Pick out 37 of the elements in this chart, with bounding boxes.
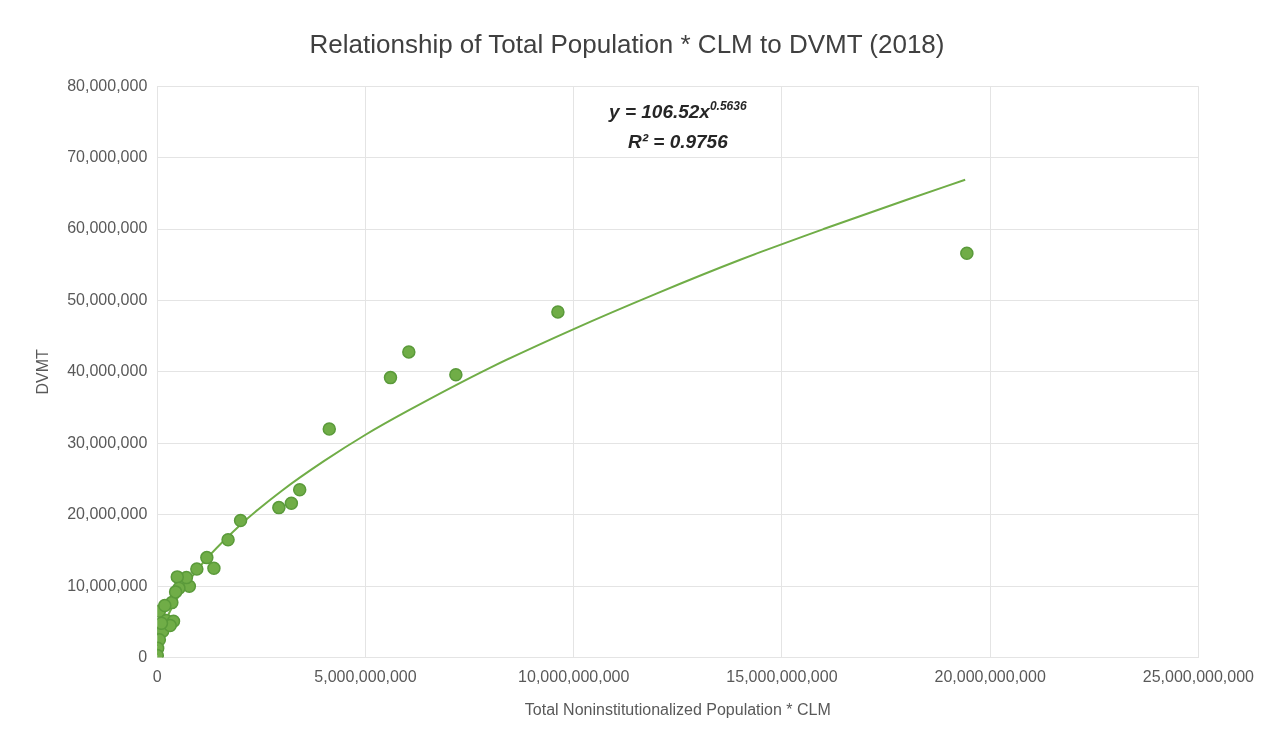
y-tick-label: 70,000,000: [67, 148, 148, 166]
y-tick-label: 80,000,000: [67, 76, 148, 94]
x-tick-label: 20,000,000,000: [934, 667, 1046, 685]
point: [292, 483, 307, 497]
x-axis-title: Total Noninstitutionalized Population * CLM: [524, 700, 831, 718]
y-tick-label: 30,000,000: [67, 433, 148, 451]
point: [402, 345, 416, 359]
annotation: R² = 0.9756: [627, 131, 729, 153]
point: [551, 305, 565, 319]
chart-title: Relationship of Total Population * CLM to DVMT (2018): [309, 28, 945, 59]
y-tick-label: 40,000,000: [67, 362, 148, 380]
y-tick-label: 0: [138, 648, 148, 666]
point: [322, 422, 337, 436]
x-tick-label: 15,000,000,000: [726, 667, 838, 685]
y-tick-label: 10,000,000: [67, 576, 148, 594]
y-tick-label: 60,000,000: [67, 219, 148, 237]
point: [221, 533, 235, 547]
point: [158, 598, 172, 613]
point: [233, 513, 248, 528]
point: [284, 496, 299, 511]
x-tick-label: 0: [152, 667, 162, 685]
point: [207, 561, 221, 576]
point: [200, 550, 214, 565]
point: [168, 585, 183, 599]
y-axis-title: DVMT: [34, 349, 52, 395]
y-tick-label: 20,000,000: [67, 505, 148, 523]
point: [272, 500, 286, 515]
x-tick-label: 25,000,000,000: [1142, 667, 1255, 685]
point: [960, 246, 974, 261]
point: [170, 570, 185, 584]
point: [190, 562, 204, 576]
point: [449, 368, 463, 382]
x-tick-label: 10,000,000,000: [518, 667, 630, 685]
y-tick-label: 50,000,000: [67, 290, 148, 308]
x-tick-label: 5,000,000,000: [314, 667, 417, 685]
point: [157, 616, 169, 631]
point: [383, 370, 398, 385]
